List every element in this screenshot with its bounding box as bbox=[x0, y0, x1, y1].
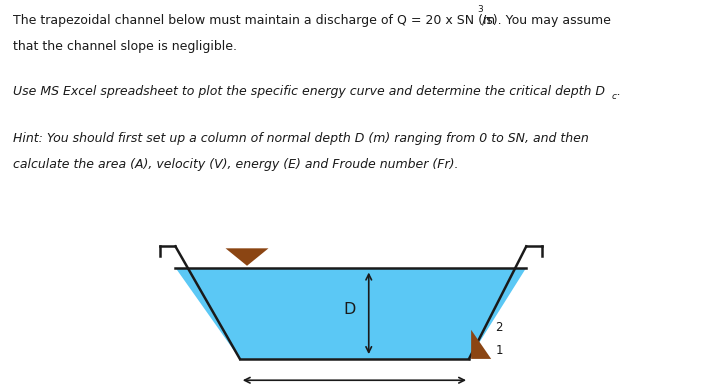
Text: 2: 2 bbox=[495, 320, 503, 334]
Polygon shape bbox=[226, 248, 268, 266]
Polygon shape bbox=[175, 246, 526, 268]
Text: c: c bbox=[611, 92, 616, 101]
Text: /s). You may assume: /s). You may assume bbox=[482, 14, 611, 27]
Polygon shape bbox=[175, 268, 526, 359]
Text: that the channel slope is negligible.: that the channel slope is negligible. bbox=[13, 40, 237, 53]
Text: Use MS Excel spreadsheet to plot the specific energy curve and determine the cri: Use MS Excel spreadsheet to plot the spe… bbox=[13, 85, 605, 99]
Text: calculate the area (A), velocity (V), energy (E) and Froude number (Fr).: calculate the area (A), velocity (V), en… bbox=[13, 158, 458, 171]
Text: Hint: You should first set up a column of normal depth D (m) ranging from 0 to S: Hint: You should first set up a column o… bbox=[13, 132, 589, 145]
Text: .: . bbox=[616, 85, 621, 99]
Text: 1: 1 bbox=[495, 344, 503, 357]
Text: The trapezoidal channel below must maintain a discharge of Q = 20 x SN (m: The trapezoidal channel below must maint… bbox=[13, 14, 495, 27]
Text: D: D bbox=[344, 302, 356, 317]
Polygon shape bbox=[471, 330, 491, 359]
Text: 3: 3 bbox=[477, 5, 483, 14]
